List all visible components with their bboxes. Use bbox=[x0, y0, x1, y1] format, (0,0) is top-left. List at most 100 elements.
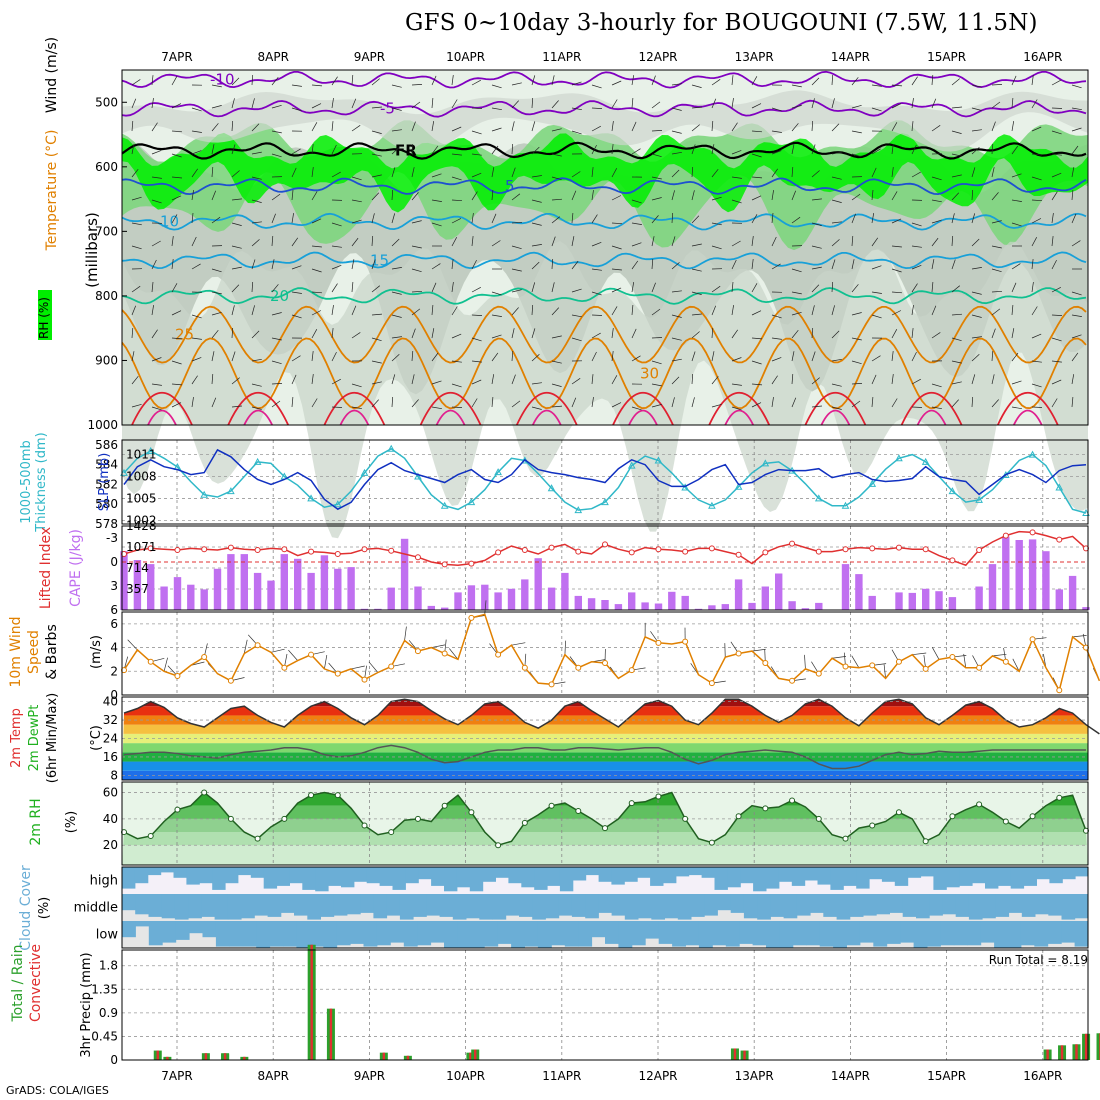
wind-barb bbox=[831, 406, 842, 410]
wind-barb bbox=[531, 175, 542, 178]
isotherm-35 bbox=[900, 392, 963, 426]
wind-barb bbox=[891, 351, 894, 362]
wind-barb bbox=[151, 281, 154, 293]
wind-barb bbox=[131, 285, 141, 293]
wind-barb bbox=[1051, 191, 1058, 201]
date-label-bottom: 9APR bbox=[354, 1069, 385, 1083]
wind-barb bbox=[931, 219, 942, 224]
cloud-middle-bar bbox=[624, 894, 639, 920]
wind-barb bbox=[131, 98, 137, 109]
wind-barb bbox=[971, 107, 982, 111]
slp-line-point bbox=[333, 500, 342, 508]
cloud-high-bar bbox=[405, 867, 419, 884]
wind-barb bbox=[891, 167, 894, 178]
wind-barb bbox=[1031, 153, 1042, 156]
rh-line-point bbox=[815, 815, 822, 822]
wind-barb bbox=[471, 337, 482, 342]
cape-bar bbox=[1055, 589, 1063, 610]
wind-barb bbox=[391, 336, 402, 339]
wind-barb bbox=[611, 195, 622, 201]
precip-convective-bar bbox=[743, 1050, 746, 1060]
wind-tick-label: 2 bbox=[110, 664, 118, 678]
wind-barb bbox=[171, 103, 182, 109]
panel-cloud-cover bbox=[121, 866, 1089, 949]
wind-barb bbox=[751, 283, 758, 293]
date-label-top: 14APR bbox=[831, 50, 870, 64]
isotherm-35 bbox=[996, 392, 1059, 426]
lifted-index-line-point bbox=[708, 545, 715, 552]
wind-barb bbox=[551, 383, 562, 387]
wind-barb bbox=[551, 128, 562, 132]
cape-bar bbox=[200, 589, 208, 610]
wind-barb bbox=[211, 216, 221, 224]
cloud-middle-bar bbox=[373, 894, 388, 919]
date-label-top: 11APR bbox=[542, 50, 581, 64]
date-label-top: 16APR bbox=[1023, 50, 1062, 64]
wind-barb bbox=[131, 403, 142, 408]
wind-barb bbox=[971, 353, 980, 362]
rh-line-point bbox=[655, 793, 662, 800]
ylabel-wind: Wind (m/s) bbox=[44, 37, 60, 113]
lifted-index-line-point bbox=[414, 554, 421, 561]
cloud-low-bar bbox=[376, 921, 391, 946]
wind-barb bbox=[1051, 130, 1062, 135]
wind-barb bbox=[231, 144, 236, 155]
wind-barb bbox=[211, 397, 217, 408]
wind-barb bbox=[591, 332, 601, 339]
wind-barb bbox=[631, 97, 634, 109]
cloud-high-bar bbox=[611, 867, 625, 885]
wind-barb bbox=[891, 329, 898, 339]
wind-barb bbox=[1051, 398, 1058, 408]
cloud-low-bar bbox=[980, 921, 995, 943]
cloud-low-bar bbox=[1047, 921, 1062, 944]
wind-barb bbox=[871, 167, 877, 178]
cloud-high-bar bbox=[740, 867, 754, 884]
isotherm-40 bbox=[339, 409, 370, 426]
wind-barb bbox=[911, 264, 922, 270]
precip-total-bar bbox=[1096, 1033, 1100, 1060]
wind-barb bbox=[1051, 79, 1061, 86]
wind-barb bbox=[911, 76, 918, 86]
rh-line-point bbox=[735, 813, 742, 820]
rh-line-point bbox=[227, 815, 234, 822]
cape-bar bbox=[614, 604, 623, 610]
wind-barb bbox=[711, 144, 715, 155]
rh-line-point bbox=[1002, 818, 1009, 825]
wind-barb bbox=[371, 174, 382, 178]
wind-barb bbox=[391, 107, 402, 111]
wind-barb bbox=[511, 143, 514, 155]
rh-line-point bbox=[548, 802, 555, 809]
wind-speed-line-point bbox=[174, 673, 181, 680]
cape-bar bbox=[855, 574, 863, 610]
rh-tick-label: 60 bbox=[103, 786, 118, 800]
slp-line-point bbox=[681, 483, 690, 491]
cloud-low-bar bbox=[1034, 921, 1049, 947]
cloud-low-bar bbox=[712, 921, 727, 946]
wind-barb bbox=[891, 291, 903, 294]
wind-barb bbox=[911, 328, 914, 339]
cloud-high-bar bbox=[289, 867, 303, 884]
wind-barb bbox=[611, 222, 623, 225]
cloud-middle-bar bbox=[254, 894, 268, 916]
wind-barb bbox=[791, 105, 802, 109]
wind-barb bbox=[831, 123, 840, 132]
wind-barb bbox=[251, 259, 256, 270]
wind-barb bbox=[211, 166, 214, 178]
wind-barb bbox=[1051, 286, 1061, 293]
cloud-high-bar bbox=[907, 867, 922, 878]
wind-barb bbox=[371, 313, 383, 316]
wind-barb bbox=[471, 107, 483, 109]
cloud-low-bar bbox=[470, 921, 485, 948]
cape-bar bbox=[374, 608, 382, 610]
wind-barb bbox=[691, 144, 696, 155]
wind-barb bbox=[971, 147, 980, 155]
cloud-high-bar bbox=[276, 867, 290, 886]
isotherm-35 bbox=[323, 392, 386, 426]
wind-barb bbox=[731, 150, 742, 155]
wind-speed-line-point bbox=[922, 665, 929, 672]
wind-barb bbox=[291, 374, 297, 385]
wind-barb bbox=[1071, 374, 1075, 385]
precip-convective-bar bbox=[382, 1052, 386, 1060]
cloud-low-bar bbox=[430, 921, 445, 943]
